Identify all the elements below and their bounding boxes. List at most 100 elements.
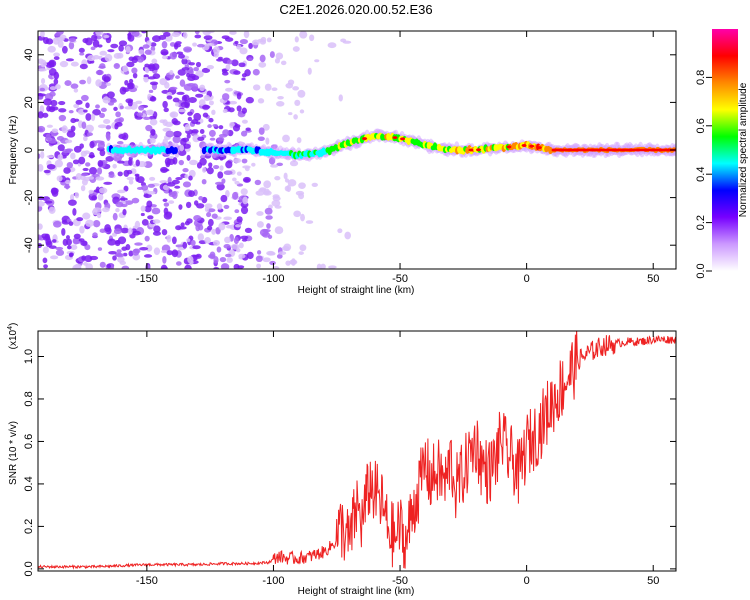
noise-blob — [184, 100, 190, 109]
noise-blob — [47, 45, 56, 53]
noise-blob — [112, 255, 117, 261]
noise-blob — [169, 52, 178, 60]
noise-blob — [289, 160, 299, 167]
noise-blob — [274, 226, 284, 235]
noise-blob — [38, 223, 43, 230]
noise-blob — [208, 129, 216, 137]
noise-blob — [248, 42, 253, 50]
noise-blob — [123, 169, 130, 177]
noise-blob — [79, 52, 85, 56]
noise-blob — [174, 153, 180, 158]
noise-blob — [252, 39, 260, 46]
noise-blob — [161, 228, 168, 236]
noise-blob — [199, 128, 205, 134]
noise-blob — [216, 137, 225, 142]
noise-blob — [124, 106, 134, 110]
noise-blob — [95, 31, 104, 36]
noise-blob — [97, 193, 104, 201]
noise-blob — [134, 173, 140, 177]
snr-plot-area — [38, 331, 676, 571]
noise-blob — [328, 265, 337, 269]
noise-blob — [95, 104, 100, 109]
noise-blob — [123, 185, 129, 192]
noise-blob — [300, 213, 305, 222]
noise-blob — [309, 34, 315, 42]
noise-blob — [224, 37, 234, 42]
noise-blob — [265, 215, 273, 220]
noise-blob — [305, 220, 314, 224]
colorbar-tick-label: 0.0 — [695, 263, 707, 278]
noise-blob — [218, 125, 224, 130]
noise-blob — [207, 218, 214, 227]
noise-blob — [222, 129, 230, 137]
noise-blob — [92, 207, 102, 213]
noise-blob — [255, 255, 263, 263]
noise-blob — [106, 91, 115, 99]
noise-blob — [127, 32, 132, 40]
noise-blob — [82, 212, 91, 220]
noise-blob — [113, 63, 121, 69]
noise-blob — [178, 159, 184, 166]
noise-blob — [45, 38, 54, 45]
noise-blob — [269, 51, 275, 59]
noise-blob — [122, 208, 127, 216]
noise-blob — [211, 213, 218, 219]
noise-blob — [199, 141, 207, 149]
noise-blob — [258, 188, 266, 192]
x-tick-label: -50 — [392, 273, 408, 285]
noise-blob — [81, 255, 86, 261]
noise-blob — [85, 113, 92, 121]
noise-blob — [195, 93, 204, 98]
y-tick-label: 1.0 — [23, 349, 35, 364]
noise-blob — [235, 248, 241, 253]
noise-blob — [171, 32, 181, 38]
noise-blob — [311, 182, 318, 187]
noise-blob — [144, 235, 150, 242]
noise-blob — [272, 195, 281, 202]
noise-blob — [138, 49, 145, 55]
noise-blob — [202, 167, 207, 173]
noise-blob — [46, 163, 56, 170]
spectrogram-x-label: Height of straight line (km) — [298, 285, 415, 296]
noise-blob — [170, 112, 176, 118]
noise-blob — [92, 55, 100, 60]
x-tick-label: -150 — [136, 575, 158, 587]
ridge-peak — [468, 148, 474, 152]
noise-blob — [128, 78, 134, 84]
noise-blob — [70, 61, 79, 67]
noise-blob — [149, 81, 159, 86]
noise-blob — [277, 96, 284, 100]
noise-blob — [186, 238, 191, 243]
noise-blob — [166, 91, 173, 97]
noise-blob — [222, 108, 228, 114]
noise-blob — [171, 249, 179, 258]
noise-blob — [212, 239, 221, 246]
noise-blob — [115, 111, 121, 118]
noise-blob — [73, 145, 82, 153]
snr-x-label: Height of straight line (km) — [298, 586, 415, 597]
noise-blob — [131, 56, 138, 64]
noise-blob — [63, 167, 71, 174]
noise-blob — [180, 222, 185, 227]
noise-blob — [56, 31, 64, 35]
noise-blob — [232, 177, 237, 182]
noise-blob — [208, 162, 213, 168]
noise-blob — [240, 130, 248, 137]
noise-blob — [116, 249, 122, 254]
noise-blob — [191, 129, 199, 134]
noise-blob — [53, 52, 60, 57]
noise-blob — [151, 207, 161, 215]
noise-blob — [206, 167, 214, 175]
noise-blob — [271, 199, 281, 207]
noise-blob — [117, 52, 124, 59]
noise-blob — [197, 136, 205, 142]
noise-blob — [125, 98, 134, 104]
noise-blob — [208, 253, 216, 259]
noise-blob — [42, 246, 49, 254]
noise-blob — [62, 148, 72, 154]
noise-blob — [161, 41, 168, 49]
noise-blob — [219, 256, 227, 263]
noise-blob — [234, 209, 240, 214]
noise-blob — [53, 220, 62, 228]
noise-blob — [283, 172, 288, 180]
